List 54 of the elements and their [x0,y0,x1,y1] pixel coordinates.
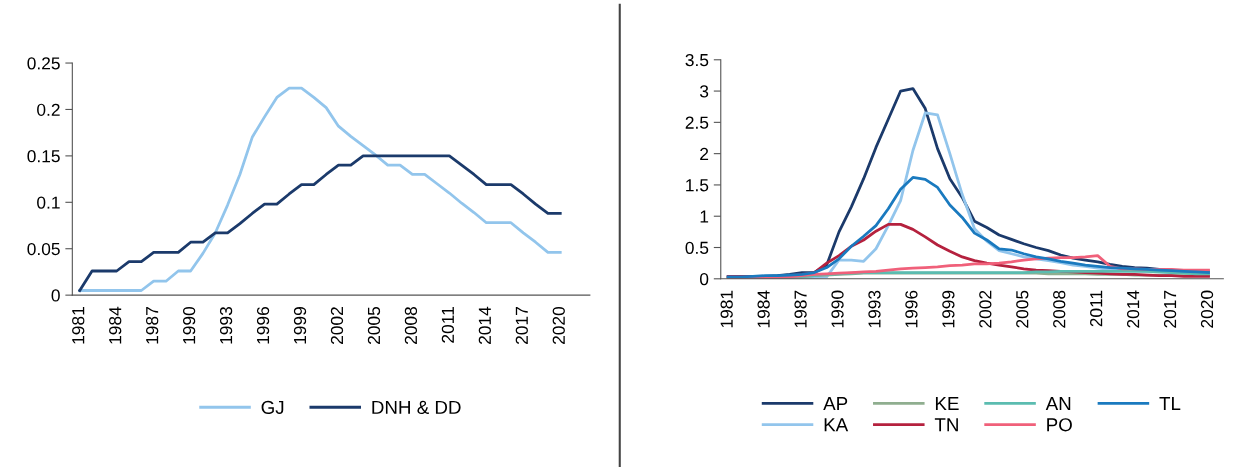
x-tick-label: 1987 [794,290,807,328]
x-tick-label: 1981 [72,307,85,344]
x-tick-label: 1993 [219,307,233,344]
y-tick-label: 0.15 [27,150,60,163]
x-tick-label: 2020 [1200,290,1214,328]
x-tick-label: 2017 [515,307,528,344]
x-tick-label: 2011 [441,307,455,343]
x-tick-label: 2002 [330,307,344,344]
x-tick-label: 1987 [146,307,159,344]
legend-label: TN [934,418,958,432]
x-tick-label: 2014 [478,306,491,344]
legend-label: TL [1159,397,1181,411]
line-series [78,154,562,292]
legend-label: DNH & DD [372,400,461,414]
legend-label: KA [824,418,849,432]
x-tick-label: 1996 [905,290,918,328]
y-tick-label: 3 [699,85,709,98]
y-tick-label: 3.5 [685,53,709,67]
x-tick-label: 1996 [256,307,270,344]
x-tick-label: 2008 [404,307,418,344]
x-tick-label: 2008 [1053,290,1066,328]
y-tick-label: 0.1 [37,196,60,209]
x-tick-label: 1990 [182,306,196,344]
line-series [726,176,1210,279]
y-tick-label: 2.5 [685,116,709,129]
line-series [78,86,562,292]
x-tick-label: 1993 [868,290,881,328]
legend-label: KE [935,397,959,411]
x-tick-label: 1999 [293,307,307,344]
y-tick-label: 0.05 [27,242,60,256]
x-tick-label: 1999 [942,290,955,328]
y-tick-label: 0 [51,289,60,302]
y-tick-label: 0.5 [685,241,709,254]
x-tick-label: 1990 [831,290,844,328]
x-tick-label: 1981 [720,290,733,328]
y-tick-label: 0 [699,272,709,286]
y-tick-label: 0.25 [27,57,60,70]
legend-label: AP [823,397,848,411]
x-tick-label: 2005 [1016,290,1029,328]
x-tick-label: 1984 [757,290,770,328]
x-tick-label: 2014 [1126,290,1140,328]
legend-label: AN [1045,397,1071,411]
y-tick-label: 0.2 [37,103,60,116]
x-tick-label: 2020 [552,306,565,344]
y-tick-label: 1.5 [686,179,709,192]
y-tick-label: 1 [700,210,709,223]
y-tick-label: 2 [700,147,709,160]
x-tick-label: 2017 [1163,290,1177,328]
x-tick-label: 2002 [979,290,992,328]
x-tick-label: 2005 [367,306,381,344]
x-tick-label: 2011 [1090,290,1103,327]
legend-label: GJ [261,400,284,414]
legend-label: PO [1047,418,1072,432]
x-tick-label: 1984 [109,306,122,344]
